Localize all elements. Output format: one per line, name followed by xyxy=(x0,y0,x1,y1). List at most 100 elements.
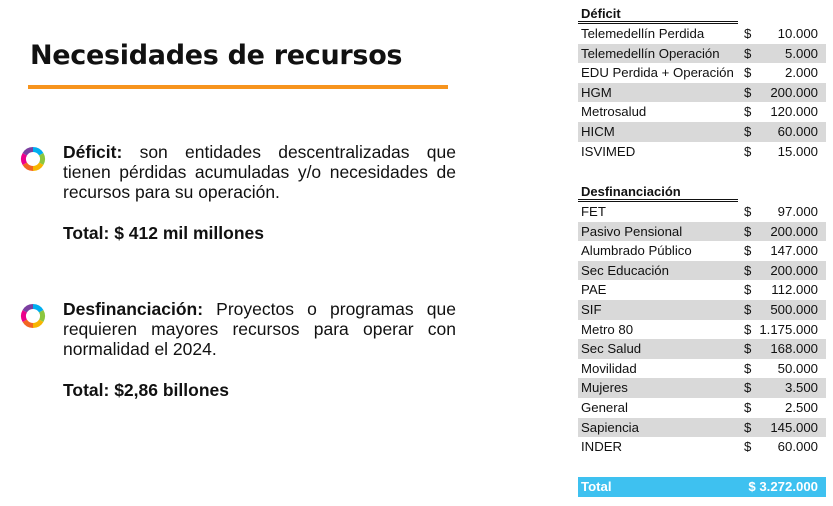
deficit-total: Total: $ 412 mil millones xyxy=(63,223,264,243)
row-value: 200.000 xyxy=(770,262,818,278)
row-value: 112.000 xyxy=(771,282,818,298)
table-row: Mujeres $3.500 xyxy=(578,378,826,398)
desfinanciacion-description: Desfinanciación: Proyectos o programas q… xyxy=(63,299,456,359)
row-value: 60.000 xyxy=(777,439,818,455)
header-divider xyxy=(578,21,738,24)
row-value: 2.500 xyxy=(784,399,818,415)
ring-segment xyxy=(21,310,28,322)
row-value: 10.000 xyxy=(777,26,818,41)
row-currency: $ xyxy=(744,380,752,396)
ring-segment xyxy=(38,153,45,165)
header-divider xyxy=(578,199,738,202)
row-currency: $ xyxy=(744,123,752,139)
desfinanciacion-table-header: Desfinanciación xyxy=(581,184,681,199)
ring-segment xyxy=(32,304,44,313)
row-name: General xyxy=(581,399,628,415)
row-name: SIF xyxy=(581,301,602,317)
desfinanciacion-total: Total: $2,86 billones xyxy=(63,380,229,400)
grand-total-row: Total $ 3.272.000 xyxy=(578,477,826,497)
row-name: Movilidad xyxy=(581,360,637,376)
row-value: 3.500 xyxy=(784,380,818,396)
desfinanciacion-table-body: FET $97.000 Pasivo Pensional $200.000 Alumbr… xyxy=(578,202,826,457)
table-row: Metro 80 $1.175.000 xyxy=(578,320,826,340)
row-name: Telemedellín Perdida xyxy=(581,26,705,41)
deficit-table-body: Telemedellín Perdida $10.000 Telemedellín … xyxy=(578,24,826,161)
deficit-description: Déficit: son entidades descentralizadas … xyxy=(63,142,456,202)
page-title: Necesidades de recursos xyxy=(30,40,403,71)
row-currency: $ xyxy=(744,143,752,159)
table-row: Pasivo Pensional $200.000 xyxy=(578,221,826,242)
row-value: 145.000 xyxy=(770,419,818,435)
row-name: Sapiencia xyxy=(581,419,639,435)
row-currency: $ xyxy=(744,262,752,278)
table-row: FET $97.000 xyxy=(578,202,826,222)
table-row: Movilidad $50.000 xyxy=(578,359,826,379)
row-currency: $ xyxy=(744,26,752,41)
table-row: HICM $60.000 xyxy=(578,121,826,142)
row-name: HGM xyxy=(581,84,612,100)
row-value: 168.000 xyxy=(770,341,818,357)
table-row: PAE $112.000 xyxy=(578,280,826,300)
deficit-table: Déficit Telemedellín Perdida $10.000 Telem… xyxy=(578,6,826,161)
row-value: 200.000 xyxy=(770,223,818,239)
table-row: Telemedellín Perdida $10.000 xyxy=(578,24,826,44)
row-value: 200.000 xyxy=(770,84,818,100)
title-underline xyxy=(28,85,448,89)
row-name: Pasivo Pensional xyxy=(581,223,683,239)
row-currency: $ xyxy=(744,65,752,81)
table-row: Sec Educación $200.000 xyxy=(578,260,826,281)
row-currency: $ xyxy=(744,341,752,357)
ring-segment xyxy=(32,147,44,156)
table-row: HGM $200.000 xyxy=(578,82,826,103)
row-name: INDER xyxy=(581,439,623,455)
row-currency: $ xyxy=(744,439,752,455)
row-currency: $ xyxy=(744,399,752,415)
grand-total-amount: $ 3.272.000 xyxy=(748,479,818,494)
deficit-text: son entidades descentralizadas que tiene… xyxy=(63,142,456,202)
row-value: 15.000 xyxy=(777,143,818,159)
row-value: 120.000 xyxy=(770,104,818,120)
row-name: EDU Perdida + Operación xyxy=(581,65,734,81)
row-currency: $ xyxy=(744,104,752,120)
ring-segment xyxy=(32,162,44,171)
row-name: FET xyxy=(581,204,606,219)
ring-segment xyxy=(32,319,44,328)
row-value: 1.175.000 xyxy=(759,321,818,337)
ring-icon xyxy=(21,304,45,328)
row-currency: $ xyxy=(744,45,752,61)
row-name: ISVIMED xyxy=(581,143,636,159)
row-currency: $ xyxy=(744,360,752,376)
row-name: Telemedellín Operación xyxy=(581,45,720,61)
row-currency: $ xyxy=(744,321,752,337)
deficit-label: Déficit: xyxy=(63,142,123,162)
row-name: Metrosalud xyxy=(581,104,647,120)
row-name: Mujeres xyxy=(581,380,628,396)
row-value: 60.000 xyxy=(777,123,818,139)
table-row: Alumbrado Público $147.000 xyxy=(578,241,826,261)
row-currency: $ xyxy=(744,84,752,100)
row-name: PAE xyxy=(581,282,607,298)
row-value: 97.000 xyxy=(777,204,818,219)
row-value: 147.000 xyxy=(770,243,818,259)
grand-total-label: Total xyxy=(581,479,612,494)
table-row: EDU Perdida + Operación $2.000 xyxy=(578,63,826,83)
table-row: General $2.500 xyxy=(578,398,826,418)
row-value: 2.000 xyxy=(784,65,818,81)
table-row: Metrosalud $120.000 xyxy=(578,102,826,122)
row-value: 5.000 xyxy=(784,45,818,61)
ring-icon xyxy=(21,147,45,171)
ring-segment xyxy=(21,153,28,165)
table-row: Sapiencia $145.000 xyxy=(578,417,826,438)
row-currency: $ xyxy=(744,282,752,298)
row-name: Alumbrado Público xyxy=(581,243,692,259)
ring-segment xyxy=(22,147,34,156)
table-row: INDER $60.000 xyxy=(578,437,826,457)
table-row: Telemedellín Operación $5.000 xyxy=(578,43,826,64)
ring-segment xyxy=(38,310,45,322)
row-currency: $ xyxy=(744,223,752,239)
desfinanciacion-table: Desfinanciación FET $97.000 Pasivo Pension… xyxy=(578,184,826,457)
row-name: Sec Educación xyxy=(581,262,669,278)
row-currency: $ xyxy=(744,243,752,259)
desfinanciacion-text: Proyectos o programas que requieren mayo… xyxy=(63,299,456,359)
ring-segment xyxy=(22,319,34,328)
